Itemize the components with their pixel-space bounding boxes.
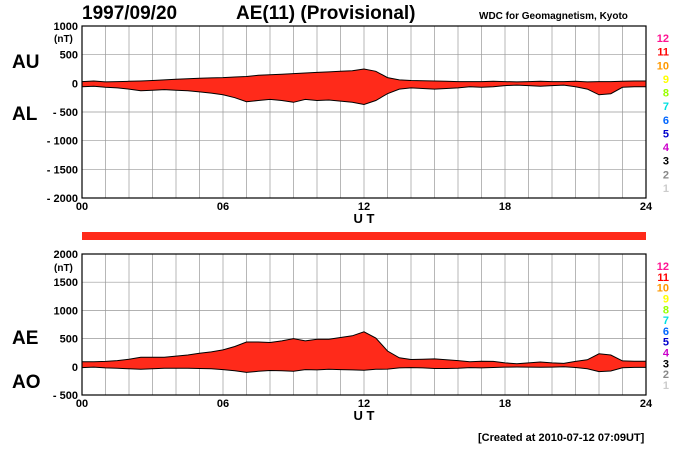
chart-title: AE(11) (Provisional) (236, 3, 416, 24)
top-y-tick-label: 0 (72, 78, 78, 90)
top-y-tick-label: 1000 (54, 21, 78, 33)
top-legend-count: 7 (663, 101, 669, 113)
created-timestamp: [Created at 2010-07-12 07:09UT] (478, 432, 645, 444)
bottom-legend-count: 9 (663, 293, 669, 305)
bottom-x-tick-label: 00 (76, 398, 88, 410)
top-x-tick-label: 12 (358, 201, 370, 213)
bottom-x-tick-label: 06 (217, 398, 229, 410)
top-x-axis-label: U T (354, 211, 375, 226)
top-y-tick-label: - 2000 (47, 193, 78, 205)
top-legend-count: 3 (663, 156, 669, 168)
bottom-legend-count: 12 (657, 261, 669, 273)
bottom-y-tick-label: 2000 (54, 249, 78, 261)
source-label: WDC for Geomagnetism, Kyoto (479, 11, 628, 22)
bottom-legend-count: 2 (663, 369, 669, 381)
bottom-legend-count: 5 (663, 337, 669, 349)
data-coverage-bar (82, 232, 646, 240)
bottom-y-tick-label: 1500 (54, 277, 78, 289)
top-legend-count: 11 (657, 47, 669, 59)
top-x-tick-label: 18 (499, 201, 511, 213)
bottom-x-tick-label: 24 (640, 398, 653, 410)
bottom-y-tick-label: 500 (60, 334, 78, 346)
bottom-legend-count: 4 (663, 348, 670, 360)
top-legend-count: 1 (663, 183, 669, 195)
bottom-x-tick-label: 18 (499, 398, 511, 410)
series-line-ao (81, 366, 646, 373)
top-legend-count: 5 (663, 128, 669, 140)
top-unit-label: (nT) (54, 34, 73, 45)
ae-label: AE (12, 328, 39, 349)
ao-label: AO (12, 372, 41, 393)
top-legend-count: 8 (663, 88, 669, 100)
series-line-ae (82, 331, 646, 365)
date-label: 1997/09/20 (82, 3, 178, 24)
bottom-y-tick-label: 1000 (54, 305, 78, 317)
top-legend-count: 6 (663, 115, 669, 127)
bottom-x-tick-label: 12 (358, 398, 370, 410)
top-y-tick-label: - 500 (53, 107, 78, 119)
top-x-tick-label: 06 (217, 201, 229, 213)
bottom-area-fill (82, 331, 646, 373)
au-label: AU (12, 52, 40, 73)
bottom-y-tick-label: - 500 (53, 390, 78, 402)
top-legend-count: 4 (663, 142, 670, 154)
top-x-tick-label: 00 (76, 201, 88, 213)
bottom-legend-count: 7 (663, 315, 669, 327)
bottom-legend-count: 11 (657, 272, 669, 284)
top-x-tick-label: 24 (640, 201, 653, 213)
top-legend-count: 12 (657, 33, 669, 45)
al-label: AL (12, 104, 38, 125)
bottom-plot-frame (81, 253, 647, 396)
top-plot-frame (81, 25, 647, 199)
series-line-al (81, 84, 646, 106)
top-y-tick-label: - 1000 (47, 136, 78, 148)
bottom-legend-count: 1 (663, 380, 669, 392)
bottom-legend-count: 6 (663, 326, 669, 338)
bottom-legend-count: 8 (663, 304, 669, 316)
top-legend-count: 2 (663, 169, 669, 181)
bottom-legend-count: 3 (663, 358, 669, 370)
bottom-y-tick-label: 0 (72, 362, 78, 374)
top-y-tick-label: 500 (60, 50, 78, 62)
top-y-tick-label: - 1500 (47, 164, 78, 176)
top-area-fill (82, 69, 646, 105)
bottom-unit-label: (nT) (54, 263, 73, 274)
series-line-au (81, 68, 646, 83)
bottom-x-axis-label: U T (354, 408, 375, 423)
bottom-legend-count: 10 (657, 283, 669, 295)
top-legend-count: 10 (657, 60, 669, 72)
top-legend-count: 9 (663, 74, 669, 86)
